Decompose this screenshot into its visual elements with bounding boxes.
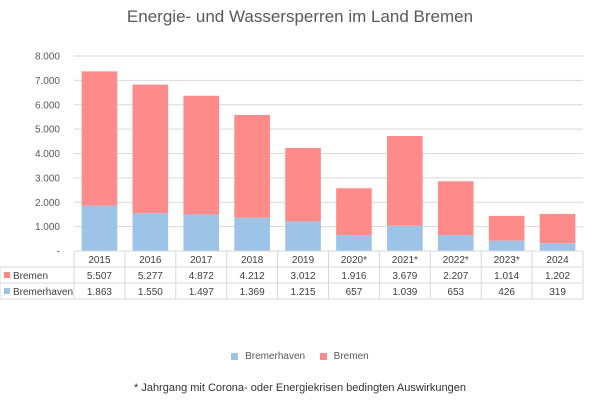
table-value-bremen: 5.507 — [87, 271, 112, 282]
table-value-bremerhaven: 653 — [447, 287, 464, 298]
table-value-bremen: 3.012 — [291, 271, 316, 282]
y-tick-label: 5.000 — [35, 125, 60, 136]
table-value-bremerhaven: 1.369 — [240, 287, 265, 298]
bar-bremerhaven-2022 — [437, 235, 474, 251]
table-value-bremerhaven: 1.039 — [392, 287, 417, 298]
bar-bremen-2023 — [488, 215, 525, 241]
y-tick-label: 3.000 — [35, 173, 60, 184]
table-row-label-bremen: Bremen — [13, 271, 48, 282]
x-category-label: 2016 — [139, 255, 162, 266]
table-value-bremen: 4.212 — [240, 271, 265, 282]
legend: Bremerhaven Bremen — [0, 351, 600, 362]
table-swatch-bremen — [4, 272, 10, 278]
table-value-bremerhaven: 1.550 — [138, 287, 163, 298]
x-category-label: 2017 — [190, 255, 213, 266]
table-value-bremerhaven: 1.863 — [87, 287, 112, 298]
table-value-bremen: 2.207 — [443, 271, 468, 282]
x-category-label: 2018 — [241, 255, 264, 266]
table-value-bremen: 3.679 — [392, 271, 417, 282]
y-tick-label: - — [57, 247, 60, 258]
bar-bremen-2020 — [336, 188, 372, 235]
x-category-label: 2024 — [546, 255, 569, 266]
table-value-bremerhaven: 1.497 — [189, 287, 214, 298]
x-category-label: 2019 — [292, 255, 315, 266]
legend-swatch-bremen — [319, 352, 327, 360]
y-tick-label: 8.000 — [35, 52, 60, 63]
x-category-label: 2021* — [392, 255, 418, 266]
legend-item-bremerhaven: Bremerhaven — [231, 351, 305, 362]
table-value-bremen: 5.277 — [138, 271, 163, 282]
bar-bremerhaven-2018 — [234, 217, 270, 251]
bar-bremerhaven-2024 — [539, 243, 576, 251]
y-tick-label: 1.000 — [35, 222, 60, 233]
footnote: * Jahrgang mit Corona- oder Energiekrise… — [133, 382, 467, 394]
bar-bremen-2017 — [183, 95, 220, 215]
y-tick-label: 7.000 — [35, 76, 60, 87]
bar-bremerhaven-2017 — [183, 214, 220, 251]
table-value-bremerhaven: 319 — [549, 287, 566, 298]
y-tick-label: 4.000 — [35, 149, 60, 160]
x-category-label: 2020* — [341, 255, 367, 266]
bar-bremen-2018 — [234, 114, 270, 218]
bar-bremen-2024 — [539, 213, 576, 244]
bar-bremen-2019 — [285, 147, 321, 222]
bar-bremen-2021 — [387, 135, 423, 226]
y-tick-label: 6.000 — [35, 100, 60, 111]
legend-item-bremen: Bremen — [319, 351, 369, 362]
chart-title: Energie- und Wassersperren im Land Breme… — [126, 7, 474, 26]
legend-swatch-bremerhaven — [231, 352, 239, 360]
bar-bremerhaven-2023 — [488, 240, 525, 251]
bar-bremen-2016 — [132, 84, 169, 214]
table-value-bremerhaven: 426 — [498, 287, 515, 298]
table-value-bremen: 1.202 — [545, 271, 570, 282]
table-row-label-bremerhaven: Bremerhaven — [13, 287, 73, 298]
x-category-label: 2022* — [443, 255, 469, 266]
table-value-bremen: 1.014 — [494, 271, 519, 282]
bar-bremerhaven-2020 — [336, 234, 372, 251]
bar-bremen-2022 — [437, 181, 474, 236]
bar-bremerhaven-2019 — [285, 221, 321, 251]
x-category-label: 2015 — [88, 255, 111, 266]
table-value-bremerhaven: 1.215 — [291, 287, 316, 298]
table-swatch-bremerhaven — [4, 288, 10, 294]
x-category-label: 2023* — [494, 255, 520, 266]
legend-label-bremerhaven: Bremerhaven — [245, 351, 306, 362]
bar-bremerhaven-2015 — [81, 205, 118, 251]
bar-bremerhaven-2021 — [387, 225, 423, 251]
table-value-bremen: 1.916 — [341, 271, 366, 282]
y-tick-label: 2.000 — [35, 198, 60, 209]
table-value-bremen: 4.872 — [189, 271, 214, 282]
bar-bremen-2015 — [81, 71, 118, 206]
bar-bremerhaven-2016 — [132, 213, 169, 251]
legend-label-bremen: Bremen — [333, 351, 369, 362]
table-value-bremerhaven: 657 — [346, 287, 363, 298]
